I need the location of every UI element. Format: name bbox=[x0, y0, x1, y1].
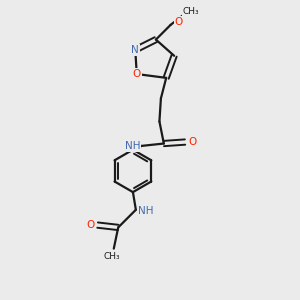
Text: CH₃: CH₃ bbox=[104, 252, 121, 261]
Text: O: O bbox=[174, 17, 183, 27]
Text: NH: NH bbox=[138, 206, 154, 216]
Text: O: O bbox=[86, 220, 94, 230]
Text: CH₃: CH₃ bbox=[183, 7, 200, 16]
Text: O: O bbox=[133, 69, 141, 79]
Text: N: N bbox=[131, 45, 139, 55]
Text: NH: NH bbox=[124, 141, 140, 151]
Text: O: O bbox=[188, 137, 196, 147]
